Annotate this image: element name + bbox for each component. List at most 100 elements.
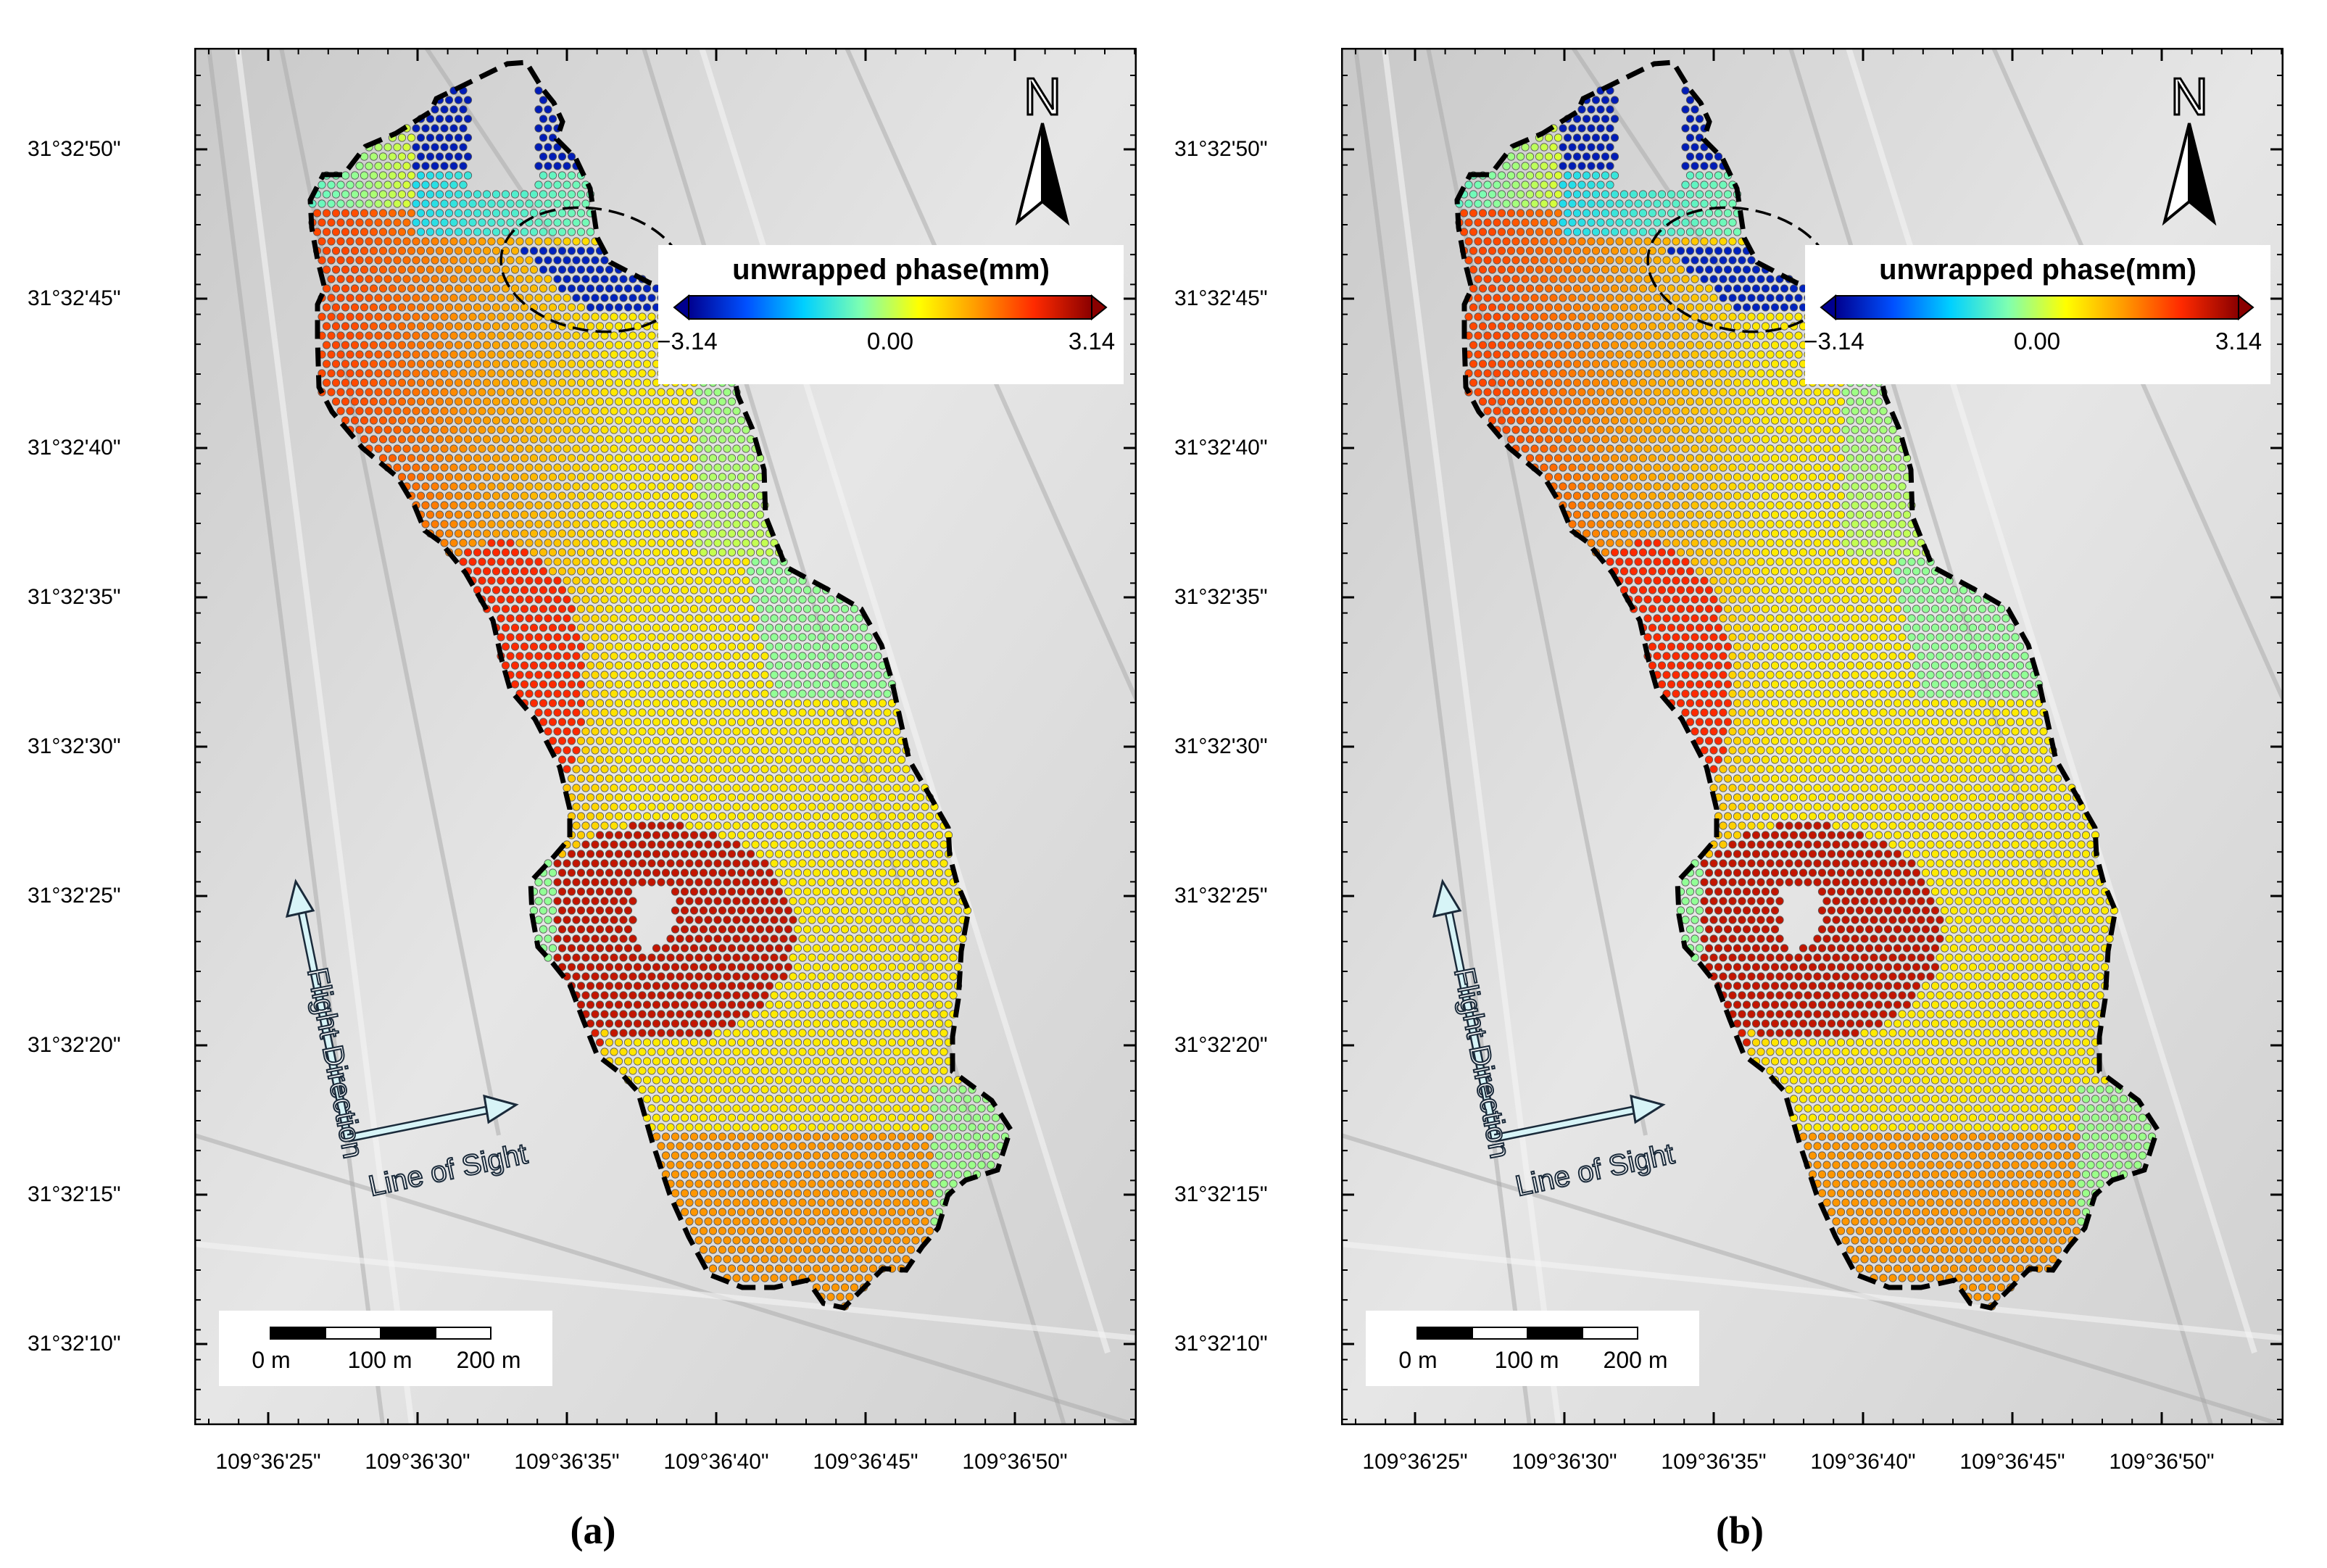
phase-point — [774, 1170, 784, 1179]
phase-point — [694, 727, 703, 736]
phase-point — [444, 152, 454, 161]
phase-point — [322, 322, 331, 331]
phase-point — [633, 718, 642, 726]
phase-point — [1474, 218, 1482, 227]
phase-point — [921, 859, 929, 868]
phase-point — [755, 850, 765, 858]
phase-point — [925, 1038, 934, 1047]
phase-point — [525, 407, 534, 415]
phase-point — [723, 765, 731, 773]
phase-point — [845, 727, 854, 736]
flight-direction-arrow-icon — [285, 879, 352, 1140]
phase-point — [581, 765, 590, 773]
phase-point — [463, 133, 473, 142]
phase-point — [718, 793, 727, 802]
phase-point — [718, 1245, 727, 1254]
phase-point — [322, 246, 331, 255]
phase-point — [770, 897, 779, 905]
phase-point — [510, 435, 520, 444]
phase-point — [600, 916, 609, 924]
phase-point — [746, 454, 755, 462]
phase-point — [855, 953, 863, 962]
phase-point — [572, 331, 581, 340]
phase-point — [699, 887, 708, 896]
phase-point — [793, 755, 802, 764]
phase-point — [553, 708, 562, 717]
phase-point — [713, 991, 722, 1000]
phase-point — [520, 642, 529, 651]
phase-point — [553, 463, 562, 472]
phase-point — [902, 1066, 911, 1075]
phase-point — [572, 369, 581, 378]
phase-point — [902, 1048, 911, 1056]
phase-point — [737, 435, 746, 444]
phase-point — [685, 1161, 694, 1169]
phase-point — [817, 897, 826, 905]
phase-point — [676, 426, 684, 434]
phase-point — [539, 322, 548, 331]
phase-point — [760, 1010, 769, 1019]
phase-point — [821, 623, 831, 632]
phase-point — [921, 953, 929, 962]
phase-point — [553, 614, 562, 623]
phase-point — [482, 491, 491, 500]
phase-point — [939, 1104, 948, 1113]
phase-point — [619, 369, 628, 378]
phase-point — [515, 501, 524, 510]
phase-point — [576, 944, 586, 953]
phase-point — [723, 407, 731, 415]
phase-point — [619, 991, 628, 1000]
phase-point — [322, 378, 331, 387]
phase-point — [713, 1123, 722, 1132]
phase-point — [864, 727, 873, 736]
phase-point — [921, 1104, 929, 1113]
phase-point — [708, 755, 718, 764]
phase-point — [699, 510, 708, 519]
phase-point — [821, 944, 831, 953]
phase-point — [661, 982, 671, 990]
phase-point — [369, 190, 378, 199]
phase-point — [638, 784, 647, 792]
phase-point — [614, 510, 623, 519]
phase-point — [1681, 124, 1690, 133]
phase-point — [629, 388, 637, 397]
phase-point — [732, 482, 741, 491]
phase-point — [727, 605, 737, 613]
phase-point — [586, 322, 595, 331]
phase-point — [515, 331, 524, 340]
phase-point — [831, 774, 840, 783]
phase-point — [610, 878, 618, 887]
phase-point — [557, 152, 567, 161]
phase-point — [544, 727, 552, 736]
phase-point — [925, 868, 934, 877]
phase-point — [586, 416, 595, 425]
phase-point — [426, 510, 435, 519]
phase-point — [426, 397, 435, 406]
phase-point — [798, 784, 807, 792]
phase-point — [605, 737, 614, 745]
phase-point — [336, 294, 345, 302]
phase-point — [911, 802, 920, 811]
phase-point — [864, 652, 873, 660]
phase-point — [836, 1293, 845, 1301]
phase-point — [751, 897, 760, 905]
phase-point — [676, 1066, 684, 1075]
phase-point — [652, 718, 661, 726]
phase-point — [642, 718, 652, 726]
phase-point — [793, 1227, 802, 1235]
phase-point — [887, 850, 897, 858]
phase-point — [751, 633, 760, 642]
phase-point — [539, 548, 548, 557]
phase-point — [623, 378, 633, 387]
phase-point — [704, 991, 713, 1000]
phase-point — [883, 878, 892, 887]
phase-point — [435, 209, 444, 217]
phase-point — [572, 444, 581, 453]
phase-point — [864, 689, 873, 698]
phase-point — [463, 473, 473, 481]
phase-point — [652, 982, 661, 990]
phase-point — [831, 887, 840, 896]
phase-point — [680, 586, 689, 594]
phase-point — [671, 623, 680, 632]
phase-point — [859, 1113, 868, 1122]
